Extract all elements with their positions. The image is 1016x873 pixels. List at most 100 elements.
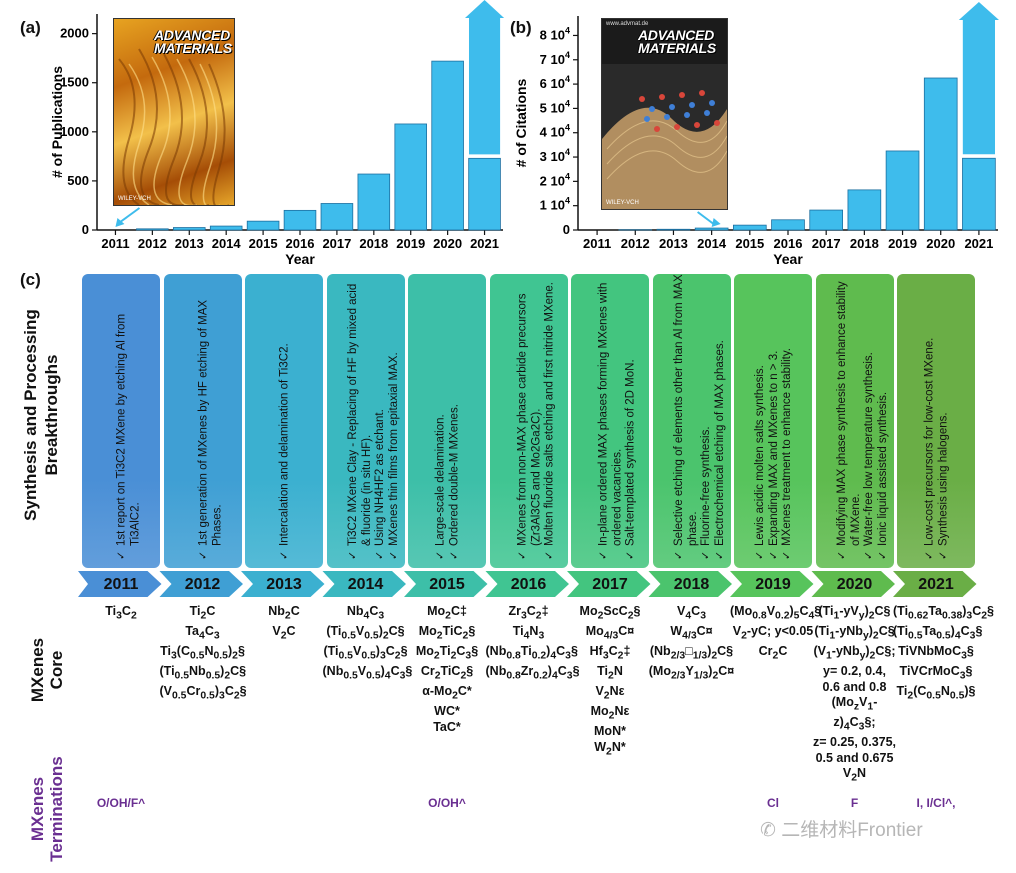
core-list-2017: Mo2ScC2§ Mo4/3C¤ Hf3C2‡ Ti2N V2Nε Mo2Nε MoN* W2… [567,604,653,760]
bar-2019 [885,150,920,231]
core-formula: (Mo2/3Y1/3)2C¤ [648,664,735,682]
core-formula: (Ti0.5V0.5)3C2§ [323,644,408,662]
ribbon-segment-2020 [811,571,895,597]
cover-b-illustration [602,64,727,209]
core-formula: (V1-yNby)2C§; [813,644,896,662]
breakthroughs-title: Synthesis and Processing Breakthroughs [21,309,61,521]
x-tick-label: 2020 [926,236,955,251]
ribbon-segment-2016 [485,571,569,597]
breakthrough-tab-2020: Modifying MAX phase synthesis to enhance… [815,274,894,568]
axes: 0 1 104 2 104 3 104 4 104 5 104 6 104 7 104 8 10… [540,16,998,251]
bar-2020 [431,60,464,231]
x-tick-label: 2013 [659,236,688,251]
y-tick-label: 2000 [60,26,89,41]
core-formula: (Mo0.8V0.2)5C4§ [730,604,822,622]
core-formula: (Nb2/3□1/3)2C§ [649,644,734,662]
pointer-arrowhead [711,218,721,227]
ribbon-segment-2019 [730,571,814,597]
x-tick-label: 2014 [697,236,727,251]
core-formula: (Ti0.62Ta0.38)3C2§ [893,604,994,622]
core-formula: Cr2TiC2§ [420,664,474,682]
core-formula: z= 0.25, 0.375, [812,735,897,749]
ribbon-segment-2012 [159,571,243,597]
termination-2020: F [850,796,859,810]
x-tick-label: 2012 [138,236,167,251]
core-formula: Nb4C3 [346,604,385,622]
core-formula: W2N* [594,739,626,758]
y-tick-label: 0 [82,222,89,237]
core-formula: Mo2Ti2C3§ [415,644,479,662]
breakthrough-item: Expanding MAX and MXenes to n > 3. [767,274,781,560]
x-tick-label: 2018 [359,236,388,251]
core-list-2020: (Ti1-yVy)2C§ (Ti1-yNby)2C§ (V1-yNby)2C§; y=… [812,604,898,786]
core-list-2015: Mo2C‡ Mo2TiC2§ Mo2Ti2C3§ Cr2TiC2§ α-Mo2C* WC*… [404,604,490,735]
breakthrough-item: Molten fluoride salts etching and first … [543,274,557,560]
x-tick-label: 2014 [212,236,242,251]
bar-2019 [394,123,427,231]
bars [136,60,501,231]
core-formula: WC* [434,704,460,718]
breakthrough-item: Large-scale delamination. [435,274,449,560]
x-tick-label: 2015 [249,236,278,251]
breakthrough-item: Modifying MAX phase synthesis to enhance… [835,274,862,560]
core-formula: V2N [842,766,867,784]
core-formula: 0.5 and 0.675 [815,750,894,765]
core-list-2014: Nb4C3 (Ti0.5V0.5)2C§ (Ti0.5V0.5)3C2§ (Nb0.5… [323,604,413,684]
x-tick-label: 2011 [101,236,129,251]
breakthrough-item: 1st report on Ti3C2 MXene by etching Al … [115,274,142,560]
core-list-2021: (Ti0.62Ta0.38)3C2§ (Ti0.5Ta0.5)4C3§ TiVNbM… [893,604,994,704]
x-tick-label: 2013 [175,236,204,251]
year-label: 2012 [184,576,221,593]
ribbon-segment-2018 [648,571,732,597]
core-formula: y= 0.2, 0.4, [823,664,886,678]
cover-b-footer: WILEY-VCH [606,200,639,206]
bar-2015 [246,220,280,231]
bar-2014 [209,225,243,231]
core-formula: Nb2C [268,604,300,622]
y-tick-label: 1 104 [540,196,570,213]
core-formula: (Ti1-yVy)2C§ [818,604,891,622]
y-tick-label: 2 104 [540,171,570,188]
pointer-arrowhead [115,218,125,227]
bars [618,77,996,231]
ribbon-segment-2015 [404,571,488,597]
year-label: 2016 [510,576,547,593]
x-tick-label: 2016 [774,236,803,251]
x-tick-label: 2019 [888,236,917,251]
terminations-label: MXenes Terminations [28,756,66,862]
ribbon-segment-2011 [78,571,162,597]
core-formula: (Ti0.5V0.5)2C§ [326,624,405,642]
core-label: MXenes Core [28,637,66,703]
pointer-arrow [697,211,715,225]
core-formula: Mo2ScC2§ [579,604,641,622]
y-tick-label: 8 104 [540,25,570,42]
core-formula: Ta4C3 [185,624,220,642]
cover-a-footer: WILEY-VCH [118,196,151,202]
panel-c-letter: (c) [20,270,41,289]
y-tick-label: 0 [563,222,570,237]
breakthrough-item: Intercalation and delamination of Ti3C2. [278,274,292,560]
core-formula: 0.6 and 0.8 [822,679,887,694]
ribbon-segment-2014 [322,571,406,597]
bar-2016 [771,219,805,231]
core-formula: Ti2N [597,664,623,682]
core-formula: (Nb0.8Ti0.2)4C3§ [485,644,578,662]
breakthrough-tab-2011: 1st report on Ti3C2 MXene by etching Al … [82,274,160,568]
journal-cover-b: www.advmat.de ADVANCED MATERIALS WILEY-VC… [601,18,728,210]
year-label: 2013 [266,576,302,593]
core-formula: (Nb0.8Zr0.2)4C3§ [485,664,580,682]
breakthrough-item: Low-cost precursors for low-cost MXene. [924,274,938,560]
y-axis-label: # of Publications [49,66,65,178]
core-formula: W4/3C¤ [670,624,713,642]
bar-2021 [962,157,996,231]
x-tick-label: 2020 [433,236,462,251]
x-tick-label: 2016 [286,236,315,251]
ribbon-segment-2021 [893,571,977,597]
core-formula: V2-yC; y<0.05 [732,624,814,642]
core-formula: (Ti0.5Ta0.5)4C3§ [893,624,983,642]
bar-2014 [694,227,729,231]
y-axis-label: # of Citations [513,78,529,167]
core-formula: (Ti0.5Nb0.5)2C§ [159,664,247,682]
termination-2011: O/OH/F^ [96,796,146,810]
termination-2021: I, I/Cl^, [916,796,956,810]
